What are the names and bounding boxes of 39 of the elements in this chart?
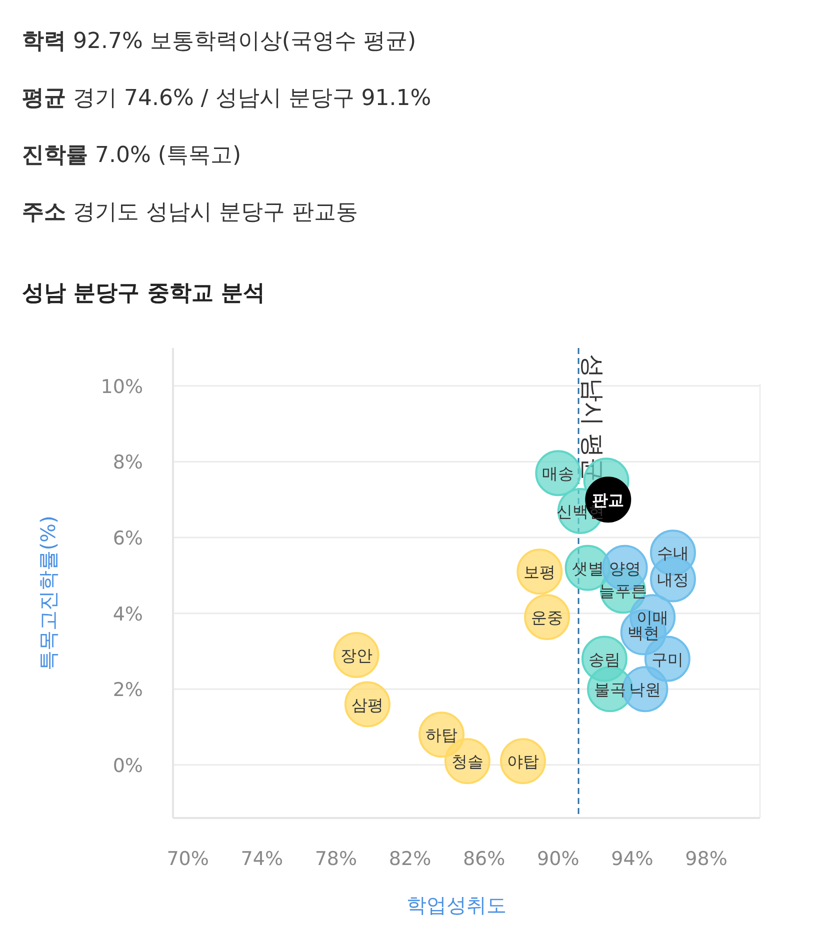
- annotation: 구미: [651, 650, 684, 669]
- annotation: 샛별: [572, 558, 604, 578]
- x-tick-label: 98%: [685, 848, 728, 870]
- text: 진학률 7.0% (특목고): [22, 143, 242, 168]
- x-tick-label: 74%: [240, 848, 283, 870]
- x-tick-label: 70%: [166, 848, 209, 870]
- annotation: 장안: [340, 646, 372, 666]
- y-tick-label: 4%: [112, 603, 143, 626]
- x-tick-label: 90%: [537, 848, 580, 870]
- x-tick-label: 78%: [314, 848, 358, 870]
- annotation: 내정: [656, 570, 689, 590]
- annotation: 매송: [542, 464, 574, 484]
- text: 주소 경기도 성남시 분당구 판교동: [22, 200, 358, 225]
- y-tick-label: 6%: [112, 528, 143, 550]
- annotation: 청솔: [451, 752, 484, 772]
- annotation: 보평: [524, 562, 556, 582]
- x-tick-label: 94%: [611, 848, 654, 870]
- annotation: 늘푸른: [598, 582, 647, 601]
- x-axis-title: 학업성취도: [406, 893, 506, 917]
- text: 평균 경기 74.6% / 성남시 분당구 91.1%: [22, 86, 432, 111]
- annotation: 야탑: [506, 752, 539, 772]
- annotation: 삼평: [351, 695, 384, 714]
- y-tick-label: 8%: [112, 452, 143, 474]
- annotation: 불곡: [594, 680, 626, 700]
- y-tick-label: 10%: [100, 376, 143, 398]
- annotation: 수내: [656, 544, 689, 563]
- annotation: 낙원: [629, 680, 662, 700]
- annotation: 송림: [588, 650, 620, 669]
- chart-title: 성남 분당구 중학교 분석: [22, 281, 265, 306]
- y-tick-label: 0%: [112, 754, 143, 777]
- x-tick-label: 82%: [388, 848, 432, 870]
- y-axis-title: 특목고진학률(%): [36, 516, 60, 670]
- text: 학력 92.7% 보통학력이상(국영수 평균): [22, 29, 416, 54]
- annotation: 하탑: [426, 726, 458, 745]
- annotation: 양영: [608, 558, 641, 578]
- annotation: 운중: [531, 608, 564, 628]
- y-tick-label: 2%: [112, 679, 143, 702]
- ref-line-label: 성남시 평균: [578, 354, 607, 482]
- x-tick-label: 86%: [462, 848, 506, 870]
